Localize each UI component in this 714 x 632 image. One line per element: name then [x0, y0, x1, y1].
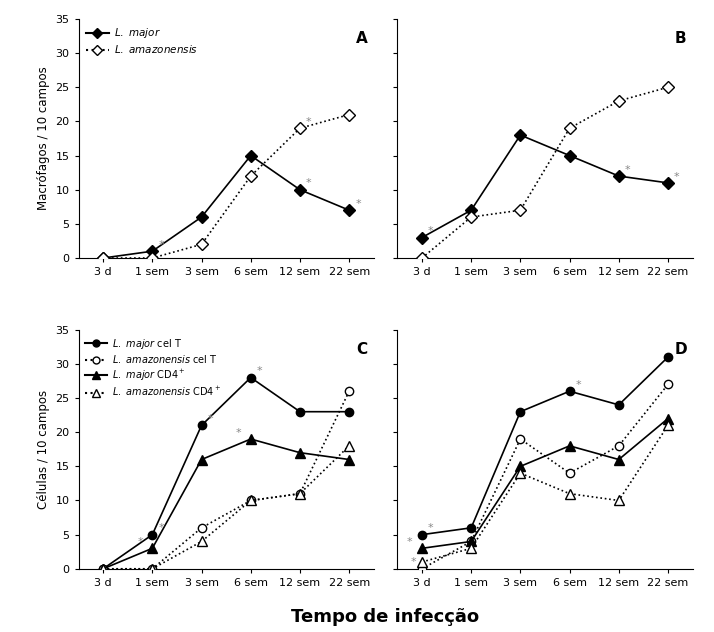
Text: *: * — [428, 523, 433, 533]
Text: *: * — [306, 117, 311, 127]
Text: C: C — [356, 342, 367, 356]
Text: *: * — [428, 226, 433, 236]
Text: *: * — [159, 240, 164, 250]
Text: *: * — [575, 380, 581, 390]
Text: *: * — [306, 178, 311, 188]
Text: *: * — [208, 414, 213, 424]
Legend: $\it{L.\ major}$, $\it{L.\ amazonensis}$: $\it{L.\ major}$, $\it{L.\ amazonensis}$ — [84, 24, 200, 58]
Y-axis label: Macrófagos / 10 campos: Macrófagos / 10 campos — [37, 66, 50, 210]
Text: *: * — [407, 537, 413, 547]
Text: *: * — [674, 171, 680, 181]
Text: *: * — [159, 523, 164, 533]
Text: *: * — [355, 199, 361, 209]
Legend: $\it{L.\ major}$ cel T, $\it{L.\ amazonensis}$ cel T, $\it{L.\ major}$ CD4$^+$, : $\it{L.\ major}$ cel T, $\it{L.\ amazone… — [84, 334, 223, 400]
Text: *: * — [411, 557, 416, 568]
Text: A: A — [356, 31, 368, 46]
Text: *: * — [625, 165, 630, 174]
Text: B: B — [675, 31, 686, 46]
Text: D: D — [675, 342, 688, 356]
Text: *: * — [257, 366, 263, 376]
Y-axis label: Células / 10 campos: Células / 10 campos — [37, 390, 50, 509]
Text: Tempo de infecção: Tempo de infecção — [291, 608, 480, 626]
Text: *: * — [137, 537, 143, 547]
Text: *: * — [236, 428, 241, 437]
